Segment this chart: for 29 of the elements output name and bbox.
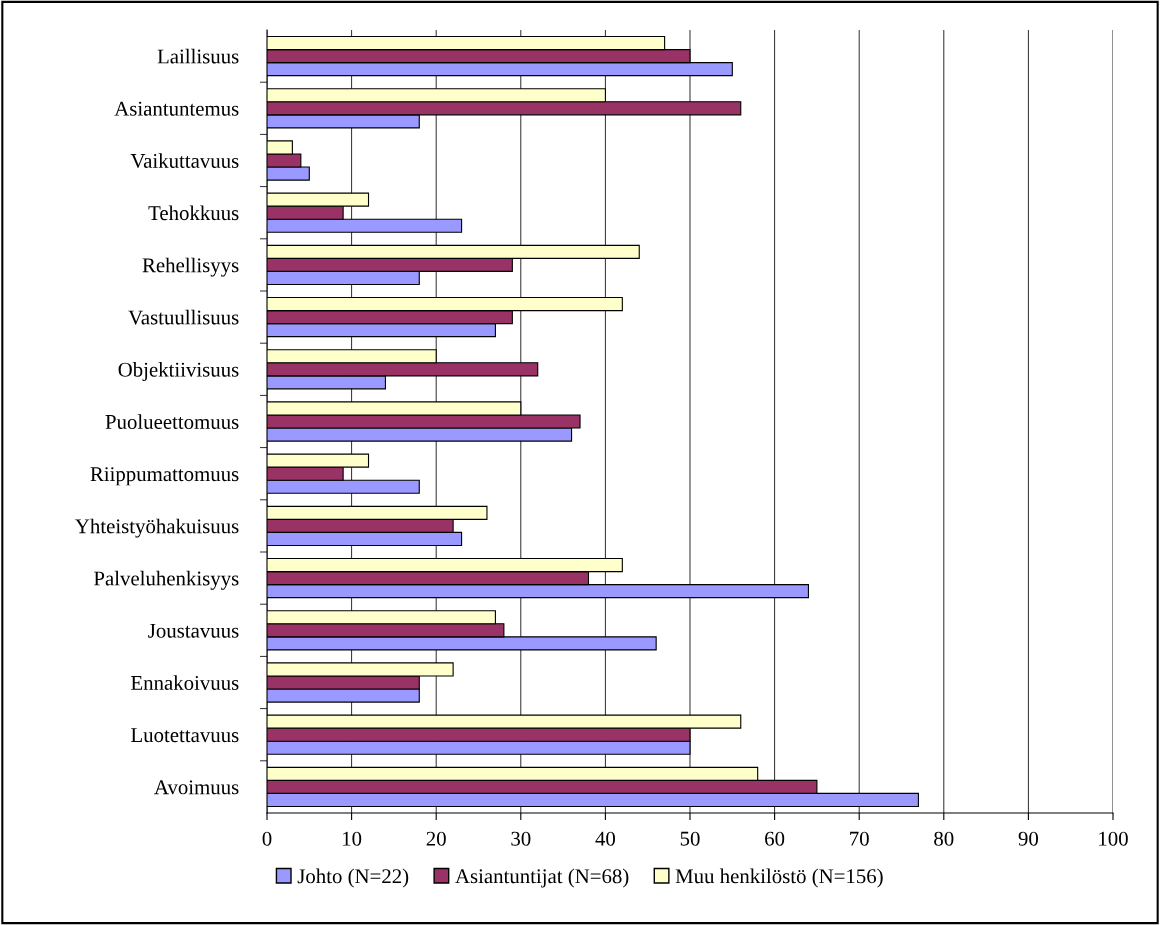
y-tick-label: Riippumattomuus xyxy=(90,467,239,486)
y-tick-label: Tehokkuus xyxy=(148,205,239,221)
x-tick-label: 20 xyxy=(426,831,446,846)
x-tick-label: 10 xyxy=(343,831,362,846)
legend-label: Muu henkilöstö (N=156) xyxy=(675,868,883,888)
y-tick-label: Palveluhenkisyys xyxy=(93,570,239,590)
x-tick-label: 70 xyxy=(850,831,869,846)
x-tick-label: 100 xyxy=(1099,831,1128,846)
y-tick-label: Yhteistyöhakuisuus xyxy=(75,518,239,538)
y-tick-label: Asiantuntemus xyxy=(114,101,239,116)
x-tick-label: 40 xyxy=(595,831,616,846)
legend-label: Asiantuntijat (N=68) xyxy=(455,868,629,888)
x-tick-label: 30 xyxy=(511,831,531,846)
y-tick-label: Laillisuus xyxy=(157,48,239,64)
y-tick-label: Luotettavuus xyxy=(131,728,239,743)
y-tick-label: Rehellisyys xyxy=(142,257,239,277)
y-tick-label: Joustavuus xyxy=(148,623,239,638)
x-tick-label: 50 xyxy=(680,831,700,846)
y-tick-label: Ennakoivuus xyxy=(131,675,239,690)
y-tick-label: Puolueettomuus xyxy=(105,414,239,429)
y-tick-label: Vastuullisuus xyxy=(128,309,239,325)
x-tick-label: 60 xyxy=(765,831,785,846)
y-tick-label: Avoimuus xyxy=(154,780,239,795)
y-tick-label: Vaikuttavuus xyxy=(130,153,239,169)
legend-label: Johto (N=22) xyxy=(297,868,409,888)
y-tick-label: Objektiivisuus xyxy=(118,362,239,381)
x-tick-label: 0 xyxy=(262,831,272,846)
x-tick-label: 90 xyxy=(1018,831,1039,846)
x-tick-label: 80 xyxy=(934,831,954,846)
